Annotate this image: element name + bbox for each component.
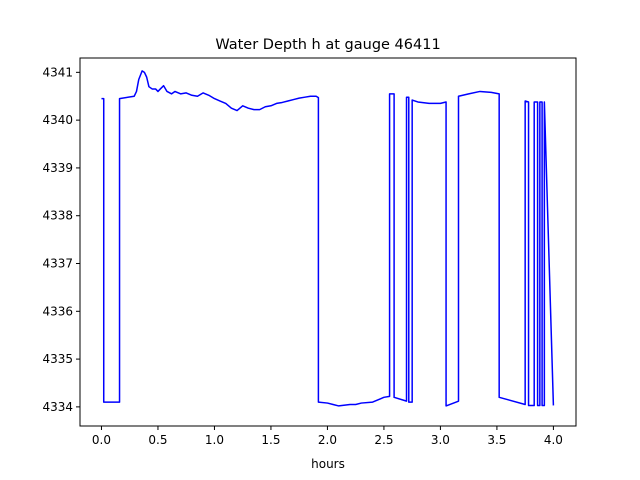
x-tick-label: 1.5 — [261, 433, 280, 447]
y-axis: 4334 4335 4336 4337 4338 4339 4340 4341 — [42, 65, 80, 414]
y-tick-label: 4340 — [42, 113, 73, 127]
x-tick-label: 3.0 — [431, 433, 450, 447]
x-axis: 0.0 0.5 1.0 1.5 2.0 2.5 3.0 3.5 4.0 — [92, 426, 563, 447]
chart-title: Water Depth h at gauge 46411 — [215, 37, 440, 53]
x-tick-label: 2.0 — [318, 433, 337, 447]
series-line — [101, 70, 555, 407]
y-tick-label: 4338 — [42, 209, 73, 223]
y-tick-label: 4339 — [42, 161, 73, 175]
plot-area — [101, 70, 555, 407]
y-tick-label: 4335 — [42, 352, 73, 366]
x-tick-label: 0.5 — [148, 433, 167, 447]
y-tick-label: 4336 — [42, 304, 73, 318]
y-tick-label: 4341 — [42, 65, 73, 79]
y-tick-label: 4334 — [42, 400, 73, 414]
axes-frame — [79, 57, 577, 427]
x-tick-label: 2.5 — [374, 433, 393, 447]
x-tick-label: 3.5 — [487, 433, 506, 447]
x-tick-label: 0.0 — [92, 433, 111, 447]
x-tick-label: 4.0 — [544, 433, 563, 447]
x-axis-label: hours — [311, 457, 345, 471]
y-tick-label: 4337 — [42, 257, 73, 271]
x-tick-label: 1.0 — [205, 433, 224, 447]
